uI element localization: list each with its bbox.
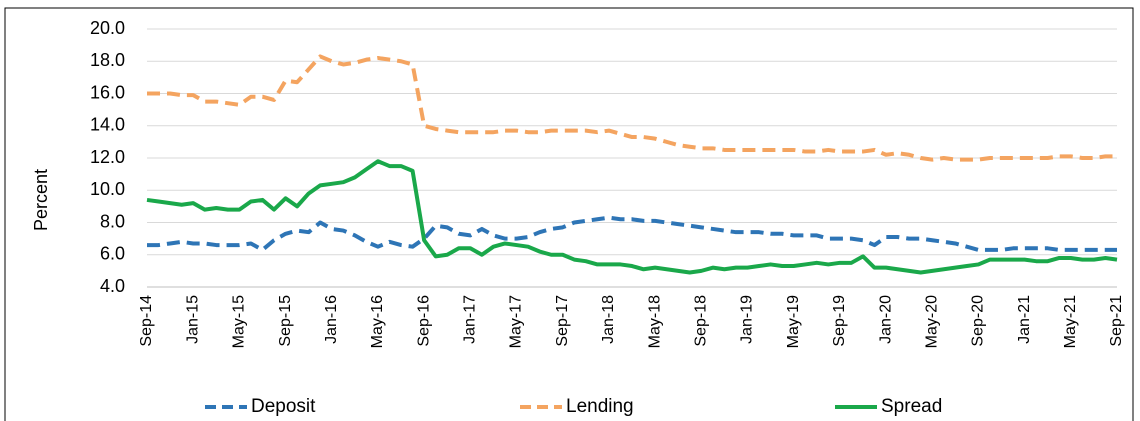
x-tick-label: Jan-20 — [877, 295, 894, 344]
series-line — [147, 215, 1117, 252]
x-tick-label: Sep-15 — [277, 295, 294, 347]
y-tick-label: 20.0 — [90, 18, 125, 38]
x-tick-label: Sep-21 — [1108, 295, 1125, 347]
x-tick-label: May-18 — [646, 295, 663, 348]
x-tick-label: Sep-17 — [554, 295, 571, 347]
x-tick-label: Sep-18 — [693, 295, 710, 347]
y-axis-label: Percent — [31, 169, 51, 231]
x-tick-label: Sep-14 — [138, 295, 155, 347]
y-tick-label: 18.0 — [90, 50, 125, 70]
x-tick-label: May-16 — [369, 295, 386, 348]
y-tick-label: 4.0 — [100, 276, 125, 296]
x-tick-label: Jan-19 — [739, 295, 756, 344]
legend-label: Lending — [566, 396, 634, 417]
x-tick-label: Jan-18 — [600, 295, 617, 344]
x-tick-label: Jan-17 — [462, 295, 479, 344]
x-tick-label: Jan-16 — [323, 295, 340, 344]
legend-label: Spread — [881, 396, 942, 417]
x-tick-label: May-19 — [785, 295, 802, 348]
y-tick-label: 10.0 — [90, 179, 125, 199]
y-tick-label: 8.0 — [100, 211, 125, 231]
x-tick-label: May-20 — [923, 295, 940, 348]
x-tick-label: May-17 — [508, 295, 525, 348]
x-tick-label: May-15 — [231, 295, 248, 348]
x-tick-label: Sep-19 — [831, 295, 848, 347]
x-tick-label: May-21 — [1062, 295, 1079, 348]
x-tick-label: Sep-16 — [415, 295, 432, 347]
x-tick-label: Jan-21 — [1016, 295, 1033, 344]
legend-label: Deposit — [251, 396, 316, 417]
y-tick-label: 12.0 — [90, 147, 125, 167]
y-tick-label: 14.0 — [90, 115, 125, 135]
chart-border — [4, 7, 1134, 421]
series-line — [146, 159, 1118, 275]
x-tick-label: Sep-20 — [970, 295, 987, 347]
y-tick-label: 16.0 — [90, 82, 125, 102]
x-tick-label: Jan-15 — [184, 295, 201, 344]
y-tick-label: 6.0 — [100, 244, 125, 264]
series-line — [147, 54, 1117, 162]
